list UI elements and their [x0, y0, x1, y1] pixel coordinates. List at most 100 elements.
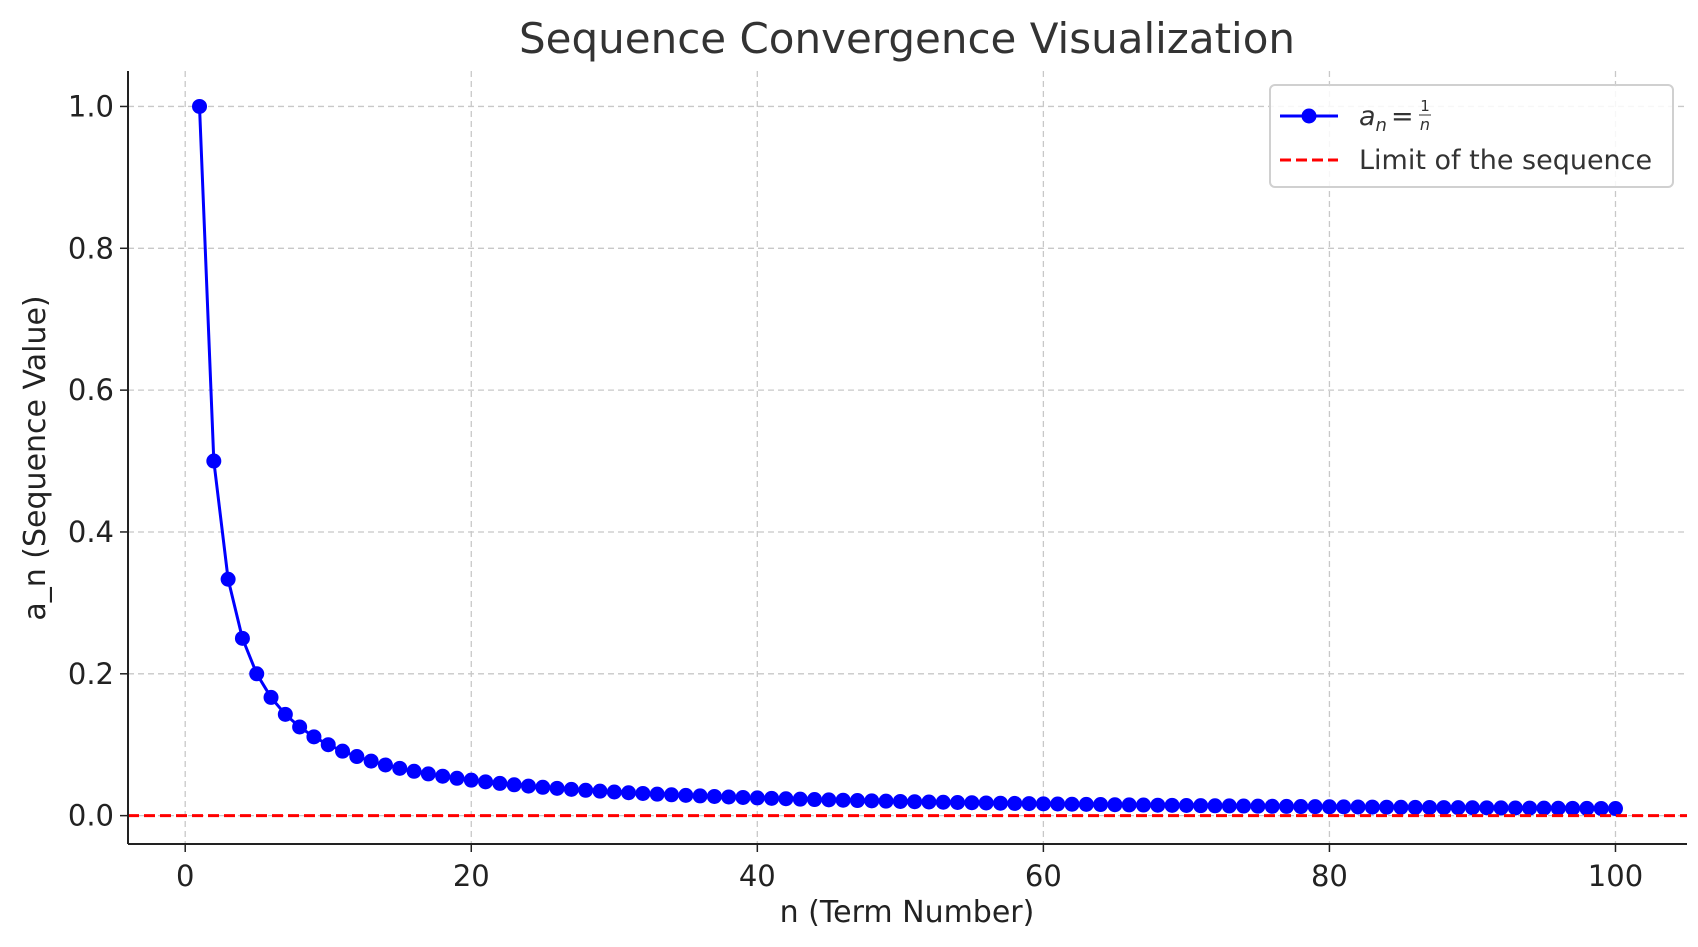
y-tick-label: 0.6	[68, 373, 114, 407]
data-point	[649, 786, 665, 802]
data-point	[335, 743, 351, 759]
grid	[128, 71, 1687, 844]
legend-series1-marker	[1301, 108, 1317, 124]
data-point	[1607, 801, 1623, 817]
data-point	[234, 630, 250, 646]
data-point	[1107, 797, 1123, 813]
data-point	[849, 793, 865, 809]
data-point	[864, 793, 880, 809]
data-point	[749, 790, 765, 806]
data-point	[363, 753, 379, 769]
data-point	[1207, 798, 1223, 814]
data-point	[392, 760, 408, 776]
data-point	[377, 757, 393, 773]
chart-title: Sequence Convergence Visualization	[519, 14, 1295, 63]
data-point	[578, 782, 594, 798]
data-point	[1379, 799, 1395, 815]
data-point	[807, 792, 823, 808]
data-point	[1221, 798, 1237, 814]
y-tick-label: 0.8	[68, 231, 114, 265]
data-point	[1164, 797, 1180, 813]
data-point	[1121, 797, 1137, 813]
data-point	[935, 794, 951, 810]
axes: 0 20 40 60 80 100 0.0 0.2 0.4 0.6 0.8 1.0	[68, 71, 1687, 893]
data-point	[606, 784, 622, 800]
data-point	[764, 790, 780, 806]
data-point	[1479, 800, 1495, 816]
data-point	[1035, 796, 1051, 812]
y-tick-label: 0.2	[68, 657, 114, 691]
data-point	[449, 770, 465, 786]
data-point	[1565, 800, 1581, 816]
sequence-line	[198, 106, 1616, 811]
data-point	[492, 775, 508, 791]
data-point	[1522, 800, 1538, 816]
data-point	[878, 793, 894, 809]
data-point	[735, 789, 751, 805]
data-point	[463, 772, 479, 788]
data-point	[292, 719, 308, 735]
data-point	[1507, 800, 1523, 816]
data-point	[1078, 796, 1094, 812]
data-point	[635, 785, 651, 801]
data-point	[921, 794, 937, 810]
data-point	[978, 795, 994, 811]
x-axis-label: n (Term Number)	[780, 895, 1035, 930]
x-tick-label: 60	[1025, 859, 1062, 893]
y-tick-label: 0.0	[68, 799, 114, 833]
data-point	[1321, 799, 1337, 815]
y-tick-label: 1.0	[68, 89, 114, 123]
data-point	[1422, 799, 1438, 815]
data-point	[1450, 800, 1466, 816]
data-point	[420, 766, 436, 782]
data-point	[563, 781, 579, 797]
data-point	[1364, 799, 1380, 815]
data-point	[950, 795, 966, 811]
data-point	[1293, 799, 1309, 815]
y-axis-label: a_n (Sequence Value)	[18, 295, 53, 620]
data-point	[506, 777, 522, 793]
data-point	[1536, 800, 1552, 816]
data-point	[835, 792, 851, 808]
x-tick-label: 80	[1311, 859, 1348, 893]
data-point	[435, 768, 451, 784]
data-point	[263, 689, 279, 705]
data-point	[1264, 798, 1280, 814]
data-point	[535, 779, 551, 795]
data-point	[892, 793, 908, 809]
data-point	[1579, 800, 1595, 816]
data-point	[992, 795, 1008, 811]
data-point	[1250, 798, 1266, 814]
data-point	[907, 794, 923, 810]
data-point	[964, 795, 980, 811]
series-group	[128, 98, 1687, 818]
data-point	[821, 792, 837, 808]
data-point	[692, 788, 708, 804]
data-point	[277, 706, 293, 722]
data-point	[678, 787, 694, 803]
data-point	[721, 789, 737, 805]
data-point	[306, 729, 322, 745]
y-tick-label: 0.4	[68, 515, 114, 549]
data-point	[1193, 798, 1209, 814]
data-point	[1150, 797, 1166, 813]
data-point	[778, 791, 794, 807]
data-point	[706, 788, 722, 804]
x-tick-label: 0	[176, 859, 194, 893]
data-point	[1093, 797, 1109, 813]
x-tick-label: 40	[739, 859, 776, 893]
data-point	[792, 791, 808, 807]
data-point	[320, 737, 336, 753]
data-point	[1593, 800, 1609, 816]
data-point	[520, 778, 536, 794]
data-point	[1436, 800, 1452, 816]
data-point	[1407, 799, 1423, 815]
data-point	[1135, 797, 1151, 813]
x-tick-label: 20	[453, 859, 490, 893]
data-point	[1050, 796, 1066, 812]
data-point	[621, 785, 637, 801]
data-point	[1464, 800, 1480, 816]
legend-series2-label: Limit of the sequence	[1359, 145, 1652, 176]
data-point	[1493, 800, 1509, 816]
